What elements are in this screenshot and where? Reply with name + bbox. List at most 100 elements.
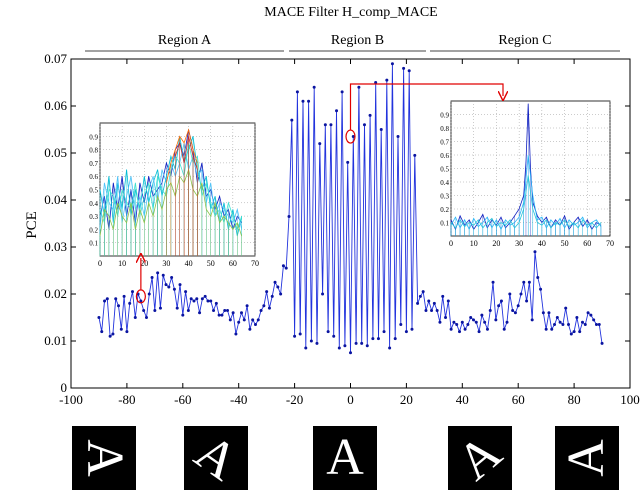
pce-data-point <box>597 323 601 327</box>
chart-title: MACE Filter H_comp_MACE <box>264 5 437 20</box>
inset-x-tick-label: 10 <box>118 259 126 268</box>
pce-data-point <box>511 308 515 312</box>
inset-y-tick-label: 0.9 <box>440 112 449 120</box>
pce-data-point <box>469 316 473 319</box>
pce-data-point <box>508 292 512 296</box>
pce-data-point <box>544 327 548 331</box>
pce-data-point <box>522 280 526 284</box>
inset-y-tick-label: 0.3 <box>89 213 98 221</box>
pce-data-point <box>239 311 243 315</box>
pce-data-point <box>536 276 540 280</box>
pce-data-point <box>567 323 571 327</box>
pce-data-point <box>178 283 182 287</box>
pce-data-point <box>561 323 565 327</box>
region-label: Region B <box>331 33 384 48</box>
pce-data-point <box>234 332 238 336</box>
inset-x-tick-label: 40 <box>538 239 546 248</box>
pce-data-point <box>321 292 325 296</box>
pce-data-point <box>385 78 389 82</box>
inset-y-tick-label: 0.7 <box>89 160 98 168</box>
pce-data-point <box>214 301 218 305</box>
pce-data-point <box>237 320 241 324</box>
y-tick-label: 0.02 <box>44 286 67 301</box>
pce-data-point <box>251 318 255 322</box>
pce-data-point <box>287 214 291 218</box>
pce-data-point <box>130 290 134 294</box>
pce-data-point <box>198 311 202 315</box>
thumbnail-letter: A <box>448 426 512 490</box>
pce-data-point <box>203 294 207 298</box>
thumbnail-letter: A <box>326 429 364 486</box>
pce-data-point <box>499 299 503 303</box>
pce-data-point <box>103 299 107 303</box>
x-tick-label: -20 <box>286 392 303 407</box>
pce-data-point <box>192 299 196 303</box>
pce-data-point <box>212 308 216 312</box>
pce-data-point <box>209 299 213 303</box>
pce-data-point <box>301 99 305 103</box>
pce-data-point <box>362 123 366 127</box>
pce-data-point <box>100 330 104 334</box>
pce-data-point <box>105 297 109 301</box>
y-tick-label: 0 <box>61 380 68 395</box>
pce-data-point <box>122 294 126 298</box>
inset-x-tick-label: 20 <box>492 239 500 248</box>
inset-x-tick-label: 30 <box>162 259 170 268</box>
pce-data-point <box>242 318 246 322</box>
x-tick-label: 60 <box>512 392 525 407</box>
pce-data-point <box>172 287 176 291</box>
pce-data-point <box>354 341 358 345</box>
pce-data-point <box>167 285 171 289</box>
pce-data-point <box>284 266 288 270</box>
pce-data-point <box>295 90 299 94</box>
pce-data-point <box>158 306 162 310</box>
pce-data-point <box>265 290 269 294</box>
pce-data-point <box>491 280 495 284</box>
pce-data-point <box>276 285 280 289</box>
pce-data-point <box>555 316 559 319</box>
inset-series-line <box>166 128 198 183</box>
pce-data-point <box>357 85 361 89</box>
inset-y-tick-label: 0.8 <box>440 125 449 133</box>
inset-y-tick-label: 0.5 <box>440 166 449 174</box>
pce-data-point <box>360 341 364 345</box>
pce-data-point <box>189 297 193 301</box>
pce-data-point <box>279 292 283 296</box>
pce-data-point <box>220 313 224 317</box>
inset-y-tick-label: 0.8 <box>89 147 98 155</box>
pce-data-point <box>553 323 557 327</box>
x-tick-label: -80 <box>118 392 135 407</box>
inset-chart: 0 10 20 30 40 50 60 70 0.1 0.2 0.3 0.4 0.5 0.6 0.7 0.8 0… <box>440 100 614 248</box>
pce-data-point <box>248 327 252 331</box>
y-tick-label: 0.07 <box>44 51 67 66</box>
pce-data-point <box>390 62 394 66</box>
pce-data-point <box>293 334 297 338</box>
pce-data-point <box>460 320 464 324</box>
pce-data-point <box>452 320 456 324</box>
pce-data-point <box>108 334 112 338</box>
pce-data-point <box>111 332 115 336</box>
pce-data-point <box>226 308 230 312</box>
pce-data-point <box>245 304 249 308</box>
pce-data-point <box>119 327 123 331</box>
pce-data-point <box>435 308 439 312</box>
pce-data-point <box>530 318 534 322</box>
pce-data-point <box>446 299 450 303</box>
pce-data-point <box>441 294 445 298</box>
pce-data-point <box>114 297 118 301</box>
pce-data-point <box>144 316 148 319</box>
pce-data-point <box>186 308 190 312</box>
letter-a-thumbnail: A <box>72 426 136 490</box>
inset-x-tick-label: 0 <box>449 239 453 248</box>
pce-data-point <box>217 313 221 317</box>
pce-data-point <box>550 327 554 331</box>
pce-data-point <box>480 313 484 317</box>
pce-data-point <box>494 318 498 322</box>
pce-data-point <box>228 318 232 322</box>
pce-data-point <box>181 313 185 317</box>
pce-data-point <box>125 330 129 334</box>
pce-data-point <box>195 297 199 301</box>
inset-pointer-arrow <box>349 83 504 130</box>
x-tick-label: 40 <box>456 392 469 407</box>
x-tick-label: 0 <box>347 392 354 407</box>
